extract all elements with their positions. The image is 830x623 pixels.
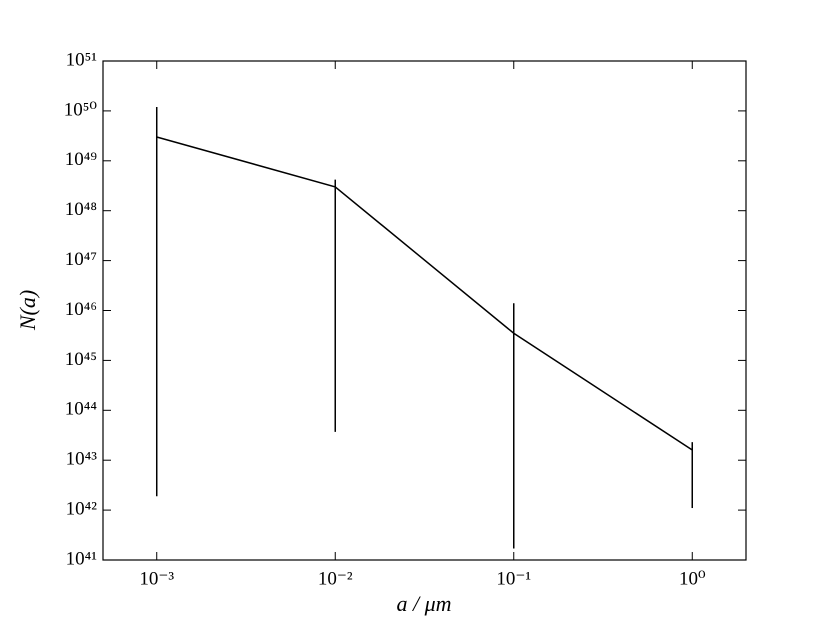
y-axis-title: N(a)	[15, 290, 40, 331]
x-tick-label: 10⁻²	[318, 568, 353, 589]
y-tick-label: 10⁴¹	[66, 548, 98, 569]
x-tick-label: 10⁰	[679, 568, 706, 589]
y-tick-label: 10⁵¹	[66, 49, 98, 70]
plot-frame	[102, 60, 747, 561]
y-tick-label: 10⁴⁷	[65, 249, 97, 270]
y-tick-label: 10⁴⁹	[65, 149, 98, 170]
data-line	[156, 136, 693, 451]
y-tick-label: 10⁴⁶	[65, 299, 97, 320]
y-tick-label: 10⁴²	[66, 498, 98, 519]
y-tick-label: 10⁴³	[66, 449, 98, 470]
x-tick-label: 10⁻¹	[496, 568, 531, 589]
y-tick-label: 10⁴⁴	[65, 399, 98, 420]
x-axis-title: a / μm	[396, 591, 451, 616]
y-tick-label: 10⁴⁵	[65, 349, 97, 370]
x-tick-label: 10⁻³	[139, 568, 174, 589]
y-tick-label: 10⁴⁸	[65, 199, 97, 220]
y-tick-label: 10⁵⁰	[64, 99, 98, 120]
